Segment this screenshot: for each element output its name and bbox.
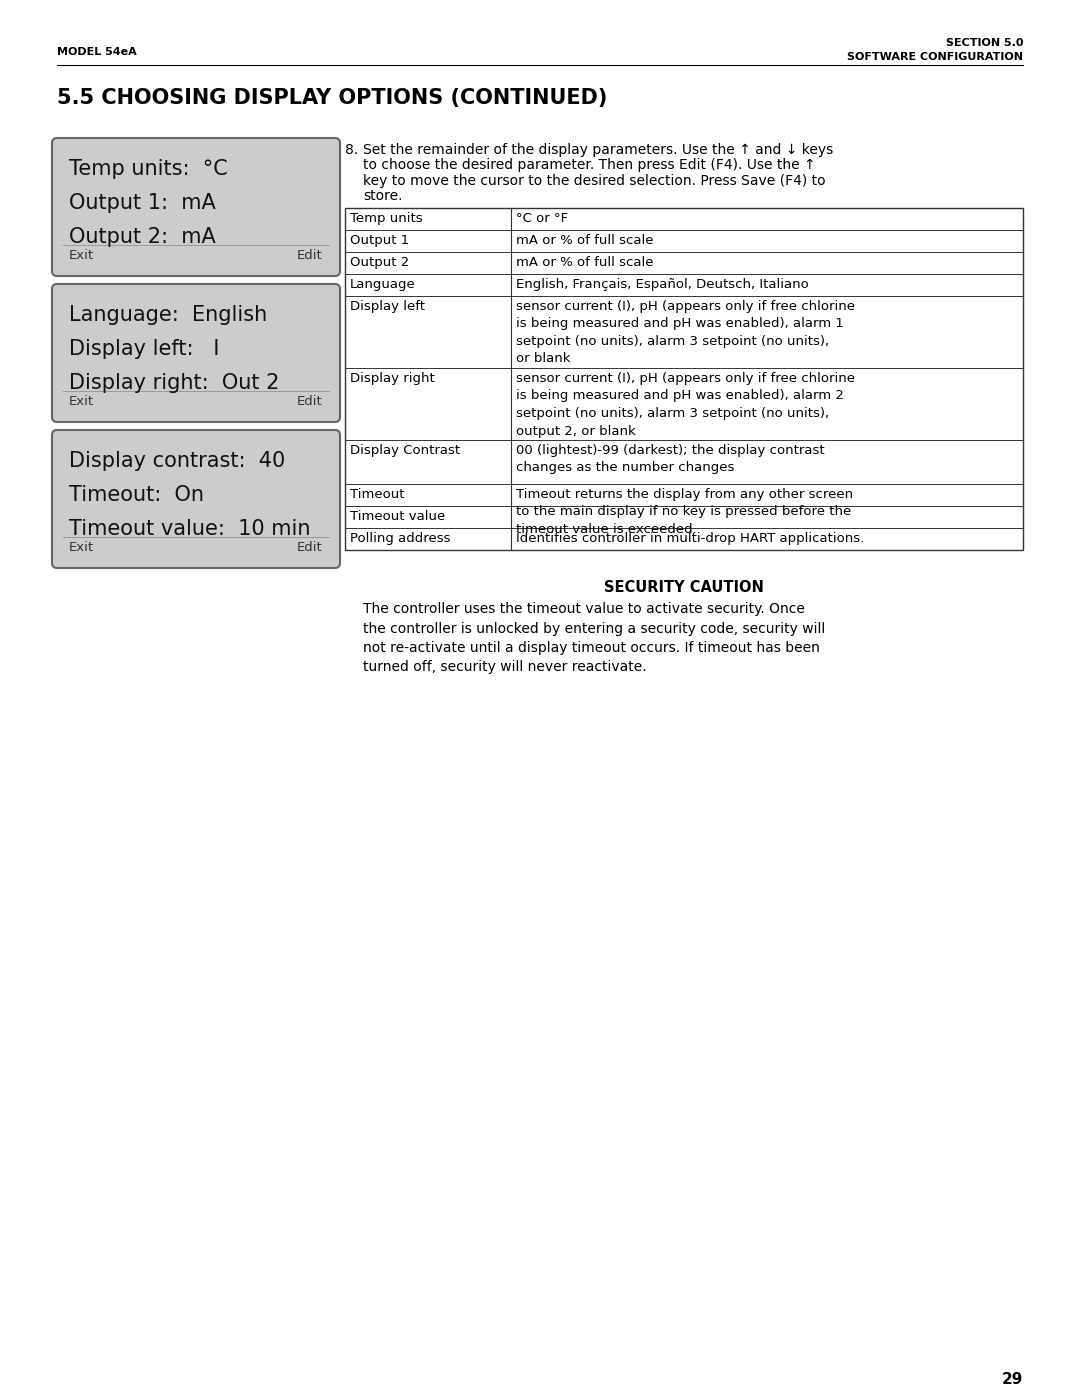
Text: mA or % of full scale: mA or % of full scale bbox=[516, 235, 653, 247]
Text: 5.5 CHOOSING DISPLAY OPTIONS (CONTINUED): 5.5 CHOOSING DISPLAY OPTIONS (CONTINUED) bbox=[57, 88, 607, 108]
Text: Temp units:  °C: Temp units: °C bbox=[69, 159, 228, 179]
Text: Timeout returns the display from any other screen
to the main display if no key : Timeout returns the display from any oth… bbox=[516, 488, 853, 536]
Text: SECTION 5.0: SECTION 5.0 bbox=[945, 38, 1023, 47]
FancyBboxPatch shape bbox=[52, 138, 340, 277]
Text: Output 2: Output 2 bbox=[350, 256, 409, 270]
Text: Language:  English: Language: English bbox=[69, 305, 267, 326]
Text: SOFTWARE CONFIGURATION: SOFTWARE CONFIGURATION bbox=[847, 52, 1023, 61]
Text: The controller uses the timeout value to activate security. Once
the controller : The controller uses the timeout value to… bbox=[363, 602, 825, 675]
Text: 29: 29 bbox=[1001, 1372, 1023, 1387]
Text: Display left: Display left bbox=[350, 300, 426, 313]
Text: Edit: Edit bbox=[297, 395, 323, 408]
Text: sensor current (I), pH (appears only if free chlorine
is being measured and pH w: sensor current (I), pH (appears only if … bbox=[516, 300, 855, 366]
Text: Exit: Exit bbox=[69, 541, 94, 555]
Text: Polling address: Polling address bbox=[350, 532, 450, 545]
Text: Timeout value:  10 min: Timeout value: 10 min bbox=[69, 520, 311, 539]
Text: 8.: 8. bbox=[345, 142, 359, 156]
Text: SECURITY CAUTION: SECURITY CAUTION bbox=[604, 580, 764, 595]
Text: Timeout: Timeout bbox=[350, 488, 405, 502]
Text: Output 1: Output 1 bbox=[350, 235, 409, 247]
Text: Edit: Edit bbox=[297, 249, 323, 263]
Text: Language: Language bbox=[350, 278, 416, 291]
Text: Output 2:  mA: Output 2: mA bbox=[69, 226, 216, 247]
Text: Exit: Exit bbox=[69, 249, 94, 263]
Text: Display right:  Out 2: Display right: Out 2 bbox=[69, 373, 280, 393]
Text: Temp units: Temp units bbox=[350, 212, 422, 225]
FancyBboxPatch shape bbox=[52, 284, 340, 422]
Text: Exit: Exit bbox=[69, 395, 94, 408]
FancyBboxPatch shape bbox=[52, 430, 340, 569]
Text: mA or % of full scale: mA or % of full scale bbox=[516, 256, 653, 270]
Text: Timeout value: Timeout value bbox=[350, 510, 445, 522]
Text: Display right: Display right bbox=[350, 372, 435, 386]
Bar bbox=[345, 208, 1023, 550]
Text: English, Français, Español, Deutsch, Italiano: English, Français, Español, Deutsch, Ita… bbox=[516, 278, 809, 291]
Text: Set the remainder of the display parameters. Use the ↑ and ↓ keys: Set the remainder of the display paramet… bbox=[363, 142, 834, 156]
Text: 00 (lightest)-99 (darkest); the display contrast
changes as the number changes: 00 (lightest)-99 (darkest); the display … bbox=[516, 444, 825, 475]
Text: sensor current (I), pH (appears only if free chlorine
is being measured and pH w: sensor current (I), pH (appears only if … bbox=[516, 372, 855, 437]
Text: Identifies controller in multi-drop HART applications.: Identifies controller in multi-drop HART… bbox=[516, 532, 864, 545]
Text: °C or °F: °C or °F bbox=[516, 212, 568, 225]
Text: Display left:   I: Display left: I bbox=[69, 339, 219, 359]
Text: store.: store. bbox=[363, 190, 403, 204]
Text: Display Contrast: Display Contrast bbox=[350, 444, 460, 457]
Text: Edit: Edit bbox=[297, 541, 323, 555]
Text: MODEL 54eA: MODEL 54eA bbox=[57, 47, 137, 57]
Text: to choose the desired parameter. Then press Edit (F4). Use the ↑: to choose the desired parameter. Then pr… bbox=[363, 158, 815, 172]
Text: Output 1:  mA: Output 1: mA bbox=[69, 193, 216, 212]
Text: Display contrast:  40: Display contrast: 40 bbox=[69, 451, 285, 471]
Text: key to move the cursor to the desired selection. Press Save (F4) to: key to move the cursor to the desired se… bbox=[363, 175, 825, 189]
Text: Timeout:  On: Timeout: On bbox=[69, 485, 204, 504]
